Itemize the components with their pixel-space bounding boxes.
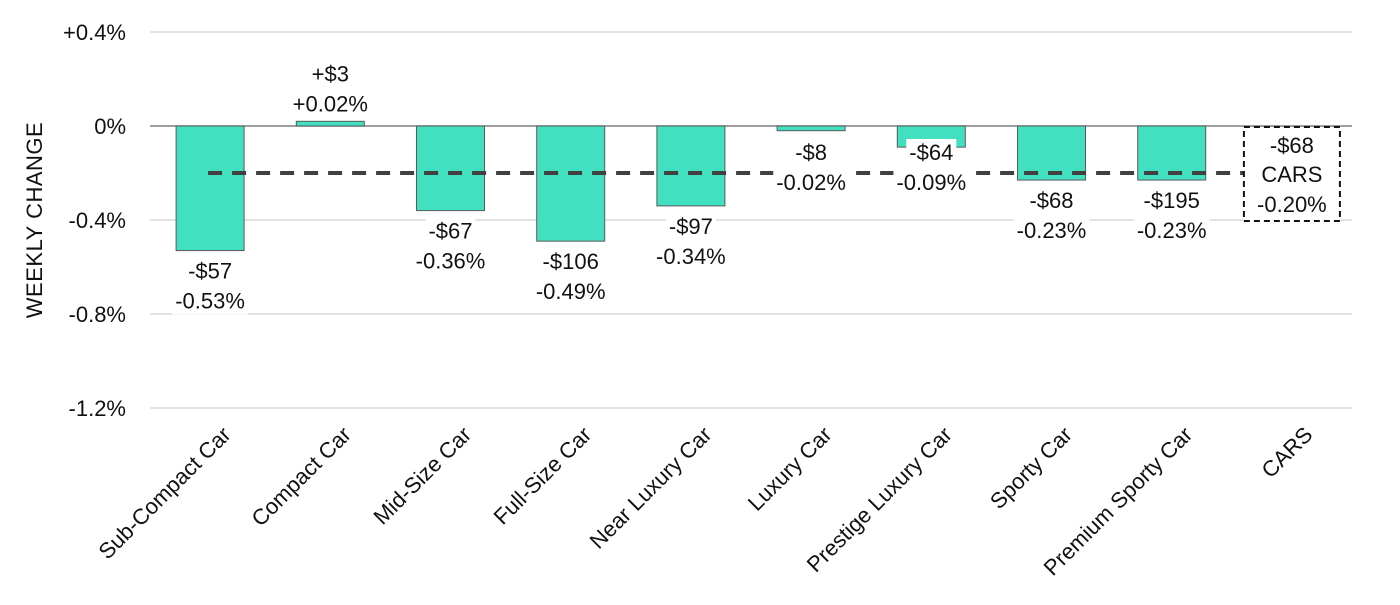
data-label-dollar: -$195 [1144, 188, 1200, 213]
data-label-background [1133, 217, 1210, 245]
data-label-dollar: -$106 [543, 249, 599, 274]
data-label-background [653, 242, 729, 270]
bars [175, 120, 1207, 252]
total-percent-label: -0.20% [1257, 192, 1327, 217]
data-label-dollar: -$68 [1029, 188, 1073, 213]
data-label-background [532, 278, 609, 306]
y-tick-label: 0% [94, 114, 126, 139]
data-label-percent: -0.09% [896, 170, 966, 195]
data-label-background [172, 287, 248, 315]
x-category-label: Compact Car [247, 422, 356, 531]
data-label-background [1013, 217, 1090, 245]
bar [776, 125, 846, 132]
data-label-background [412, 247, 489, 275]
data-label-background [792, 139, 830, 166]
data-label-percent: +0.02% [293, 91, 368, 116]
data-label-percent: -0.49% [536, 279, 606, 304]
x-category-label: Luxury Car [743, 422, 837, 516]
x-category-label: Mid-Size Car [368, 422, 476, 530]
data-label-background [906, 139, 957, 166]
y-tick-label: -0.8% [69, 302, 126, 327]
total-box [1242, 126, 1341, 222]
y-tick-label: -1.2% [69, 396, 126, 421]
y-axis-label: WEEKLY CHANGE [22, 122, 47, 318]
data-label-dollar: -$64 [909, 140, 953, 165]
data-label-background [893, 169, 970, 196]
x-category-label: Sporty Car [985, 422, 1077, 514]
total-dollar-label: -$68 [1270, 133, 1314, 158]
data-label-background [1140, 187, 1203, 215]
data-labels: -$57 -0.53% +$3 +0.02% -$67 -0.36% -$106 -0.49%… [172, 60, 1341, 315]
y-tick-label: -0.4% [69, 208, 126, 233]
y-tick-label: +0.4% [63, 20, 126, 45]
data-label-percent: -0.02% [776, 170, 846, 195]
data-label-dollar: -$8 [795, 140, 827, 165]
data-label-background [289, 90, 371, 118]
data-label-background [1026, 187, 1077, 215]
data-label-percent: -0.34% [656, 244, 726, 269]
x-category-label: Near Luxury Car [585, 422, 717, 554]
bar [416, 125, 485, 212]
x-category-label: Full-Size Car [489, 422, 597, 530]
data-label-percent: -0.53% [175, 289, 245, 314]
bar [536, 125, 606, 242]
x-category-label: Sub-Compact Car [93, 422, 235, 564]
bar [656, 125, 726, 207]
data-label-percent: -0.36% [416, 249, 486, 274]
data-label-dollar: +$3 [312, 61, 349, 86]
data-label-dollar: -$57 [188, 259, 232, 284]
x-category-label: CARS [1257, 422, 1318, 483]
data-label-background [425, 217, 476, 245]
data-label-dollar: -$97 [669, 214, 713, 239]
data-label-background [308, 60, 352, 88]
data-label-dollar: -$67 [428, 219, 472, 244]
x-axis-categories: Sub-Compact Car Compact Car Mid-Size Car Fu… [93, 422, 1317, 581]
data-label-percent: -0.23% [1017, 218, 1087, 243]
y-axis-ticks: +0.4% 0% -0.4% -0.8% -1.2% [63, 20, 126, 421]
bar [175, 125, 245, 252]
data-label-background [539, 248, 602, 276]
data-label-background [185, 257, 236, 285]
bar [295, 120, 365, 127]
data-label-background [773, 169, 849, 196]
data-label-percent: -0.23% [1137, 218, 1207, 243]
data-label-background [665, 212, 716, 240]
total-name-label: CARS [1261, 162, 1322, 187]
